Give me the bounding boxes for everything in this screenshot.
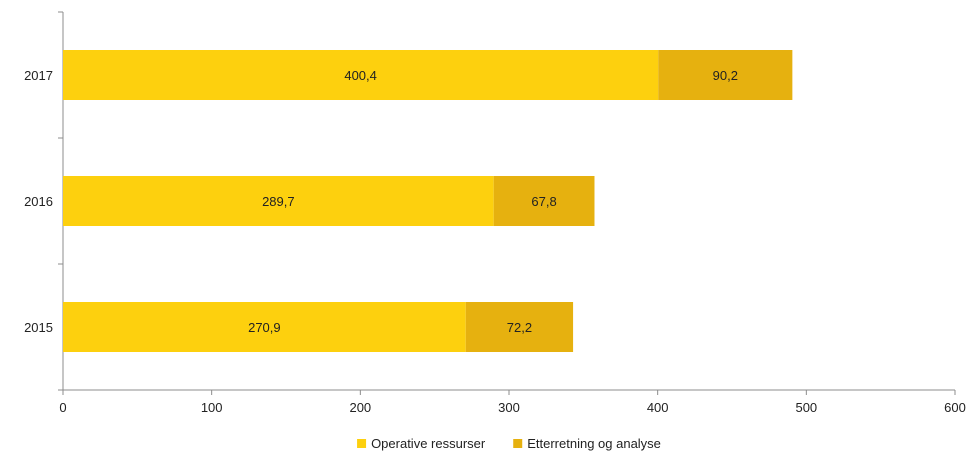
bar-segment bbox=[63, 50, 659, 100]
x-tick-label: 200 bbox=[349, 400, 371, 415]
legend-item: Operative ressurser bbox=[357, 436, 486, 451]
x-tick-label: 0 bbox=[59, 400, 66, 415]
y-tick-label: 2017 bbox=[24, 68, 53, 83]
data-label: 90,2 bbox=[713, 68, 738, 83]
bar-segment bbox=[465, 302, 574, 352]
data-label: 289,7 bbox=[262, 194, 295, 209]
data-label: 72,2 bbox=[507, 320, 532, 335]
x-tick-label: 500 bbox=[795, 400, 817, 415]
axes: 0 100 200 300 400 500 600 2015 2016 2017 bbox=[24, 11, 966, 415]
legend-swatch bbox=[357, 439, 367, 448]
bars: 270,9 72,2 289,7 67,8 400,4 90,2 bbox=[63, 50, 793, 352]
y-tick-label: 2015 bbox=[24, 320, 53, 335]
legend-label: Etterretning og analyse bbox=[527, 436, 661, 451]
x-tick-label: 300 bbox=[498, 400, 520, 415]
data-label: 400,4 bbox=[344, 68, 377, 83]
bar-segment bbox=[658, 50, 793, 100]
bar-segment bbox=[493, 176, 595, 226]
legend: Operative ressurser Etterretning og analy… bbox=[357, 436, 661, 451]
x-tick-label: 100 bbox=[201, 400, 223, 415]
x-tick-label: 400 bbox=[647, 400, 669, 415]
y-tick-label: 2016 bbox=[24, 194, 53, 209]
legend-label: Operative ressurser bbox=[371, 436, 486, 451]
data-label: 270,9 bbox=[248, 320, 281, 335]
bar-segment bbox=[63, 302, 466, 352]
data-label: 67,8 bbox=[531, 194, 556, 209]
legend-item: Etterretning og analyse bbox=[513, 436, 661, 451]
x-tick-label: 600 bbox=[944, 400, 966, 415]
bar-segment bbox=[63, 176, 494, 226]
legend-swatch bbox=[513, 439, 523, 448]
